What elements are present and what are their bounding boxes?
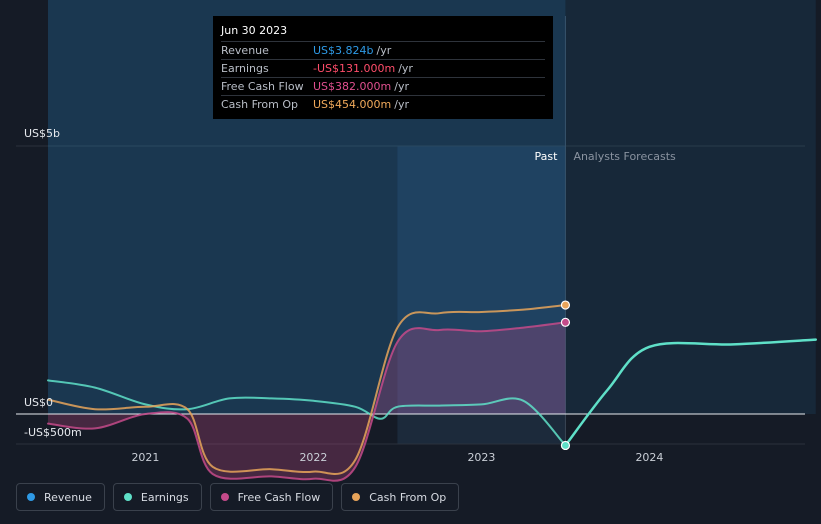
- tooltip-label: Earnings: [221, 62, 269, 75]
- x-tick-label: 2022: [299, 451, 327, 464]
- legend-label: Cash From Op: [369, 490, 447, 504]
- revenue-forecast-area: [565, 0, 816, 414]
- legend-item-cash-from-op[interactable]: Cash From Op: [341, 483, 460, 511]
- past-label: Past: [535, 150, 559, 163]
- tooltip-row-earnings: Earnings -US$131.000m /yr: [221, 60, 545, 78]
- past-highlight-band: [397, 146, 566, 444]
- tooltip-value-fcf: US$382.000m: [313, 80, 392, 93]
- marker-free-cash-flow: [560, 317, 571, 327]
- tooltip-row-cfo: Cash From Op US$454.000m /yr: [221, 96, 545, 113]
- tooltip-date: Jun 30 2023: [221, 22, 545, 42]
- tooltip-value-cfo: US$454.000m: [313, 98, 392, 111]
- legend-label: Earnings: [140, 490, 189, 504]
- legend-label: Revenue: [44, 490, 92, 504]
- line-cash-from-op: [47, 304, 567, 475]
- tooltip-row-revenue: Revenue US$3.824b /yr: [221, 42, 545, 60]
- tooltip-label: Revenue: [221, 44, 269, 57]
- tooltip-unit: /yr: [398, 62, 413, 75]
- legend-dot-icon: [123, 493, 132, 501]
- tooltip-label: Cash From Op: [221, 98, 299, 111]
- y-tick-label: US$5b: [24, 127, 60, 140]
- tooltip-value-earnings: -US$131.000m: [313, 62, 396, 75]
- legend-item-earnings[interactable]: Earnings: [112, 483, 202, 511]
- x-tick-label: 2023: [467, 451, 495, 464]
- legend: Revenue Earnings Free Cash Flow Cash Fro…: [16, 483, 460, 511]
- forecast-label: Analysts Forecasts: [573, 150, 676, 163]
- forecast-line-earnings: [564, 338, 818, 447]
- legend-item-revenue[interactable]: Revenue: [16, 483, 105, 511]
- tooltip-row-fcf: Free Cash Flow US$382.000m /yr: [221, 78, 545, 96]
- tooltip-unit: /yr: [394, 80, 409, 93]
- marker-earnings: [560, 440, 571, 451]
- tooltip-label: Free Cash Flow: [221, 80, 304, 93]
- legend-dot-icon: [27, 493, 35, 501]
- legend-label: Free Cash Flow: [237, 490, 321, 504]
- x-tick-label: 2024: [635, 451, 663, 464]
- tooltip-value-revenue: US$3.824b: [313, 44, 374, 57]
- line-earnings: [47, 379, 567, 447]
- tooltip: Jun 30 2023 Revenue US$3.824b /yr Earnin…: [213, 16, 553, 119]
- tooltip-unit: /yr: [376, 44, 392, 57]
- legend-dot-icon: [352, 493, 361, 501]
- legend-dot-icon: [220, 493, 229, 501]
- legend-item-free-cash-flow[interactable]: Free Cash Flow: [209, 483, 334, 511]
- y-tick-label: -US$500m: [24, 426, 82, 439]
- fcf-area: [48, 322, 566, 481]
- tooltip-unit: /yr: [394, 98, 409, 111]
- line-free-cash-flow: [47, 321, 567, 482]
- y-tick-label: US$0: [24, 396, 53, 409]
- x-tick-label: 2021: [131, 451, 159, 464]
- marker-cash-from-op: [560, 300, 571, 310]
